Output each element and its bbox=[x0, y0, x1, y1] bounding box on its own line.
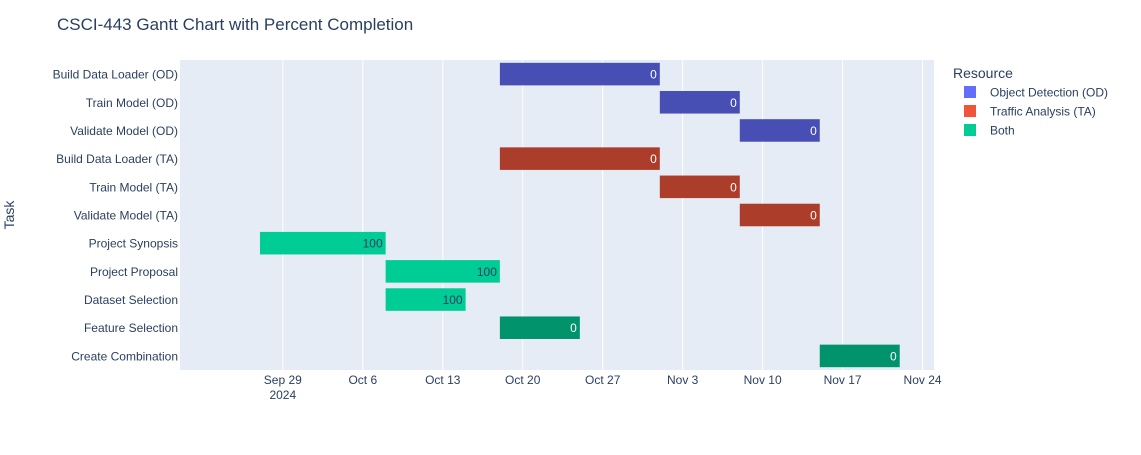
legend-swatch[interactable] bbox=[964, 86, 976, 98]
gantt-bar[interactable] bbox=[499, 62, 660, 86]
gantt-bar[interactable] bbox=[739, 203, 820, 227]
x-tick-label: Nov 17 bbox=[824, 373, 862, 387]
gantt-bar[interactable] bbox=[659, 91, 740, 114]
legend-entry-label[interactable]: Object Detection (OD) bbox=[990, 86, 1108, 100]
chart-title: CSCI-443 Gantt Chart with Percent Comple… bbox=[57, 15, 413, 34]
bar-completion-label: 0 bbox=[730, 96, 737, 110]
bar-completion-label: 100 bbox=[477, 265, 497, 279]
grid-lines bbox=[282, 60, 924, 370]
bar-completion-label: 0 bbox=[890, 349, 897, 363]
x-tick-label: Nov 3 bbox=[667, 373, 699, 387]
y-tick-label: Project Proposal bbox=[90, 265, 178, 279]
gantt-bar[interactable] bbox=[819, 344, 900, 368]
bar-completion-label: 100 bbox=[363, 237, 383, 251]
y-tick-label: Validate Model (OD) bbox=[70, 124, 178, 138]
gantt-bar[interactable] bbox=[499, 147, 660, 170]
y-tick-label: Dataset Selection bbox=[84, 293, 178, 307]
bar-completion-label: 100 bbox=[443, 293, 463, 307]
bars: 0 0 0 0 0 0 100 100 100 0 0 bbox=[259, 62, 900, 368]
y-tick-label: Train Model (OD) bbox=[86, 96, 178, 110]
gantt-bar[interactable] bbox=[499, 316, 580, 339]
bar-completion-label: 0 bbox=[570, 321, 577, 335]
legend-entry-label[interactable]: Both bbox=[990, 124, 1015, 138]
y-tick-label: Build Data Loader (TA) bbox=[56, 152, 178, 166]
x-tick-label: Oct 13 bbox=[425, 373, 461, 387]
x-tick-label: Nov 24 bbox=[904, 373, 942, 387]
y-tick-label: Train Model (TA) bbox=[89, 180, 178, 194]
y-tick-label: Create Combination bbox=[71, 349, 178, 363]
x-tick-label: Nov 10 bbox=[744, 373, 782, 387]
x-tick-label: Oct 20 bbox=[505, 373, 541, 387]
y-axis-title: Task bbox=[1, 200, 17, 230]
legend[interactable]: Resource Object Detection (OD) Traffic An… bbox=[953, 65, 1108, 138]
x-tick-label: Sep 29 bbox=[264, 373, 302, 387]
bar-completion-label: 0 bbox=[810, 124, 817, 138]
x-tick-year-label: 2024 bbox=[269, 388, 296, 402]
bar-completion-label: 0 bbox=[810, 209, 817, 223]
x-tick-label: Oct 6 bbox=[348, 373, 377, 387]
gantt-bar[interactable] bbox=[259, 231, 386, 255]
legend-swatch[interactable] bbox=[964, 105, 976, 117]
bar-completion-label: 0 bbox=[650, 152, 657, 166]
legend-title: Resource bbox=[953, 65, 1013, 81]
bar-completion-label: 0 bbox=[730, 180, 737, 194]
y-tick-label: Project Synopsis bbox=[89, 237, 178, 251]
gantt-bar[interactable] bbox=[659, 175, 740, 199]
gantt-bar[interactable] bbox=[385, 288, 466, 311]
gantt-bar[interactable] bbox=[739, 119, 820, 142]
legend-swatch[interactable] bbox=[964, 124, 976, 136]
y-tick-label: Feature Selection bbox=[84, 321, 178, 335]
x-tick-label: Oct 27 bbox=[585, 373, 621, 387]
y-tick-label: Validate Model (TA) bbox=[74, 209, 178, 223]
y-axis-ticks: Build Data Loader (OD) Train Model (OD) Va… bbox=[53, 68, 178, 364]
y-tick-label: Build Data Loader (OD) bbox=[53, 68, 178, 82]
legend-entry-label[interactable]: Traffic Analysis (TA) bbox=[990, 105, 1096, 119]
bar-completion-label: 0 bbox=[650, 68, 657, 82]
gantt-bar[interactable] bbox=[385, 260, 500, 283]
